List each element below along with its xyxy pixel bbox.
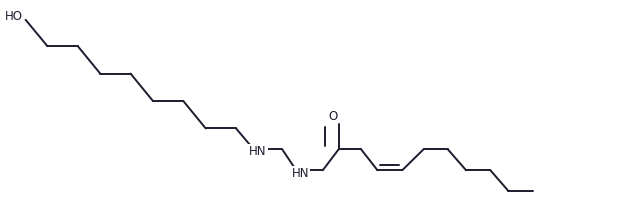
Text: HO: HO: [5, 10, 23, 23]
Text: O: O: [328, 110, 337, 123]
Text: HN: HN: [249, 145, 267, 158]
Text: HN: HN: [292, 166, 309, 179]
